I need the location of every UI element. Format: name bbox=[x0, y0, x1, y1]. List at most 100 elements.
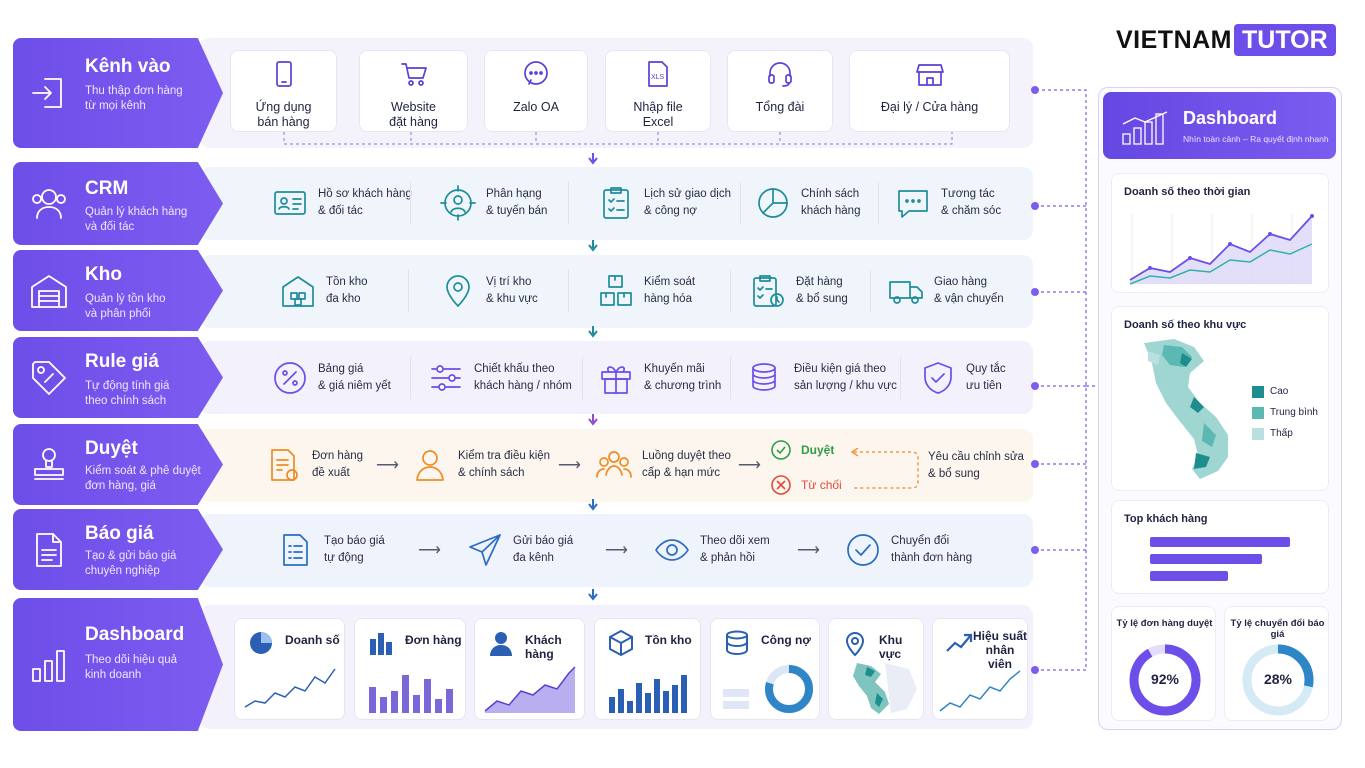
kho-multi-warehouse[interactable]: Tồn kho đa kho bbox=[280, 273, 368, 309]
baogia-create[interactable]: Tạo báo giá tự động bbox=[278, 532, 385, 568]
card-khach-hang[interactable]: Khách hàng bbox=[474, 618, 585, 720]
stage-rule: Rule giá Tự động tính giá theo chính sác… bbox=[13, 337, 223, 418]
kho-label: Vị trí kho & khu vực bbox=[486, 276, 538, 305]
kho-control[interactable]: Kiểm soát hàng hóa bbox=[598, 273, 695, 309]
duyet-label: Luồng duyệt theo cấp & hạn mức bbox=[642, 450, 731, 479]
checklist-clock-icon bbox=[753, 275, 784, 307]
baogia-send[interactable]: Gửi báo giá đa kênh bbox=[467, 532, 573, 568]
channel-website[interactable]: Website đặt hàng bbox=[359, 50, 468, 132]
bar-chart-icon bbox=[370, 633, 392, 655]
channel-app[interactable]: Ứng dụng bán hàng bbox=[230, 50, 337, 132]
divider bbox=[740, 182, 741, 224]
stage-title: Kho bbox=[85, 264, 122, 285]
kho-label: Đặt hàng & bổ sung bbox=[796, 276, 848, 305]
card-ton-kho[interactable]: Tồn kho bbox=[594, 618, 701, 720]
mini-bar-chart bbox=[369, 675, 453, 713]
baogia-label: Chuyển đổi thành đơn hàng bbox=[891, 535, 973, 564]
duyet-proposed-order[interactable]: Đơn hàng đề xuất bbox=[266, 447, 363, 483]
truck-icon bbox=[889, 281, 923, 304]
panel-title: Doanh số theo thời gian bbox=[1124, 186, 1251, 198]
card-cong-no[interactable]: Công nợ bbox=[710, 618, 820, 720]
panel-kpi-conversion[interactable]: Tỷ lệ chuyển đổi báo giá 28% bbox=[1224, 606, 1329, 721]
document-edit-icon bbox=[271, 449, 298, 481]
baogia-convert[interactable]: Chuyển đổi thành đơn hàng bbox=[845, 532, 972, 568]
card-title: Doanh số bbox=[285, 633, 340, 647]
divider bbox=[582, 357, 583, 399]
legend-label: Thấp bbox=[1270, 428, 1293, 439]
kho-delivery[interactable]: Giao hàng & vận chuyển bbox=[888, 273, 1004, 309]
store-icon bbox=[915, 64, 944, 86]
down-arrow-icon bbox=[587, 325, 599, 338]
channel-connector bbox=[283, 132, 953, 145]
reject-branch[interactable]: Từ chối bbox=[771, 475, 842, 495]
reject-label: Từ chối bbox=[801, 478, 842, 492]
target-user-icon bbox=[440, 185, 476, 221]
channel-label: Tổng đài bbox=[755, 100, 805, 114]
trend-up-icon bbox=[946, 633, 973, 652]
top-customer-bar-1 bbox=[1150, 537, 1290, 547]
duyet-check[interactable]: Kiểm tra điều kiện & chính sách bbox=[412, 447, 550, 483]
channel-store[interactable]: Đại lý / Cửa hàng bbox=[849, 50, 1010, 132]
panel-kpi-approval[interactable]: Tỷ lệ đơn hàng duyệt 92% bbox=[1111, 606, 1216, 721]
gift-icon bbox=[601, 366, 631, 394]
kho-order[interactable]: Đặt hàng & bổ sung bbox=[750, 273, 848, 309]
kho-label: Tồn kho đa kho bbox=[326, 276, 368, 305]
eye-icon bbox=[655, 539, 689, 561]
rule-discount[interactable]: Chiết khấu theo khách hàng / nhóm bbox=[428, 360, 572, 396]
right-arrow-icon: ⟶ bbox=[376, 457, 399, 474]
right-arrow-icon: ⟶ bbox=[797, 542, 820, 559]
channel-hotline[interactable]: Tổng đài bbox=[727, 50, 833, 132]
channel-excel[interactable]: XLS Nhập file Excel bbox=[605, 50, 711, 132]
legend-label: Cao bbox=[1270, 386, 1289, 397]
stage-crm: CRM Quản lý khách hàng và đối tác bbox=[13, 162, 223, 245]
rule-priority[interactable]: Quy tắc ưu tiên bbox=[920, 360, 1006, 396]
channel-label: Nhập file Excel bbox=[633, 100, 683, 129]
kho-location[interactable]: Vị trí kho & khu vực bbox=[440, 273, 538, 309]
kpi-ring-chart bbox=[1129, 644, 1201, 716]
top-customer-bar-2 bbox=[1150, 554, 1262, 564]
brand-word1: VIETNAM bbox=[1116, 25, 1232, 54]
panel-top-customers[interactable]: Top khách hàng bbox=[1111, 500, 1329, 594]
approve-branch[interactable]: Duyệt bbox=[771, 440, 834, 460]
divider bbox=[900, 357, 901, 399]
card-hieu-suat[interactable]: Hiệu suất nhân viên bbox=[932, 618, 1028, 720]
divider bbox=[730, 270, 731, 312]
baogia-track[interactable]: Theo dõi xem & phản hồi bbox=[654, 532, 770, 568]
card-khu-vuc[interactable]: Khu vực bbox=[828, 618, 924, 720]
shield-check-icon bbox=[924, 362, 952, 394]
boxes-icon bbox=[600, 275, 632, 306]
rule-promo[interactable]: Khuyến mãi & chương trình bbox=[598, 360, 721, 396]
card-don-hang[interactable]: Đơn hàng bbox=[354, 618, 466, 720]
panel-sales-time[interactable]: Doanh số theo thời gian bbox=[1111, 173, 1329, 293]
baogia-label: Tạo báo giá tự động bbox=[324, 535, 385, 564]
revise-loop-connector bbox=[850, 448, 919, 489]
right-arrow-icon: ⟶ bbox=[418, 542, 441, 559]
top-customer-bar-3 bbox=[1150, 571, 1228, 581]
stage-baogia: Báo giá Tạo & gửi báo giá chuyên nghiệp bbox=[13, 509, 223, 590]
coins-icon bbox=[752, 363, 776, 391]
panel-sales-region[interactable]: Doanh số theo khu vực Cao Trung bình Thấ… bbox=[1111, 306, 1329, 491]
stage-subtitle: Quản lý tồn kho và phân phối bbox=[85, 293, 166, 320]
divider bbox=[408, 270, 409, 312]
mini-line-chart bbox=[939, 670, 1021, 712]
card-title: Hiệu suất nhân viên bbox=[973, 629, 1028, 671]
card-doanh-so[interactable]: Doanh số bbox=[234, 618, 345, 720]
duyet-flow[interactable]: Luồng duyệt theo cấp & hạn mức bbox=[596, 447, 731, 483]
crm-policy[interactable]: Chính sách khách hàng bbox=[755, 185, 860, 221]
channel-label: Đại lý / Cửa hàng bbox=[880, 100, 979, 114]
database-coins-icon bbox=[726, 630, 748, 656]
crm-ranking[interactable]: Phân hạng & tuyến bán bbox=[440, 185, 547, 221]
channel-zalo[interactable]: Zalo OA bbox=[484, 50, 588, 132]
card-title: Khách hàng bbox=[525, 633, 562, 661]
rule-pricelist[interactable]: Bảng giá & giá niêm yết bbox=[272, 360, 391, 396]
crm-transactions[interactable]: Lịch sử giao dịch & công nợ bbox=[598, 185, 731, 221]
rule-volume[interactable]: Điều kiện giá theo sản lượng / khu vực bbox=[748, 360, 897, 396]
crm-customer-profile[interactable]: Hồ sơ khách hàng & đối tác bbox=[272, 185, 412, 221]
map-pin-icon bbox=[845, 632, 865, 657]
stage-subtitle: Tự động tính giá theo chính sách bbox=[85, 380, 170, 407]
crm-label: Chính sách khách hàng bbox=[801, 188, 861, 217]
revise-label: Yêu cầu chỉnh sửa & bổ sung bbox=[928, 451, 1024, 480]
dashboard-connectors bbox=[1031, 86, 1100, 674]
stage-kho: Kho Quản lý tồn kho và phân phối bbox=[13, 250, 223, 331]
crm-care[interactable]: Tương tác & chăm sóc bbox=[895, 185, 1001, 221]
